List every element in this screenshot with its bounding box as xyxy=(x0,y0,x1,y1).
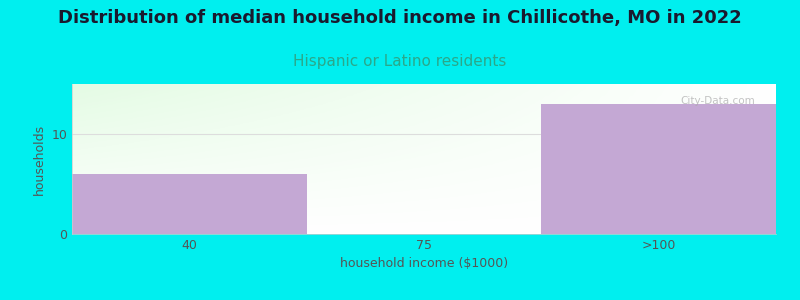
X-axis label: household income ($1000): household income ($1000) xyxy=(340,257,508,270)
Y-axis label: households: households xyxy=(33,123,46,195)
Bar xyxy=(542,104,776,234)
Text: Distribution of median household income in Chillicothe, MO in 2022: Distribution of median household income … xyxy=(58,9,742,27)
Text: City-Data.com: City-Data.com xyxy=(680,96,755,106)
Text: Hispanic or Latino residents: Hispanic or Latino residents xyxy=(294,54,506,69)
Bar xyxy=(72,174,306,234)
